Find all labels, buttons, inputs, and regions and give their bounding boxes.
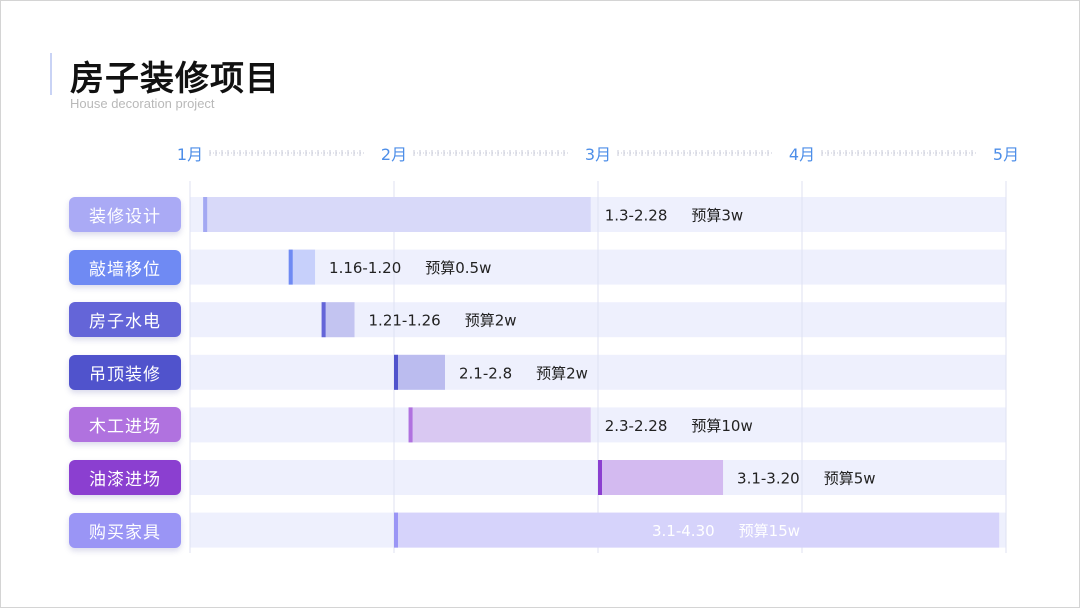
- task-bar: [394, 512, 1000, 548]
- task-date-label: 1.3-2.28: [605, 207, 668, 225]
- task-name-label: 敲墙移位: [69, 249, 181, 285]
- task-bar: [288, 249, 316, 285]
- page-subtitle: House decoration project: [70, 96, 215, 111]
- task-name-label: 吊顶装修: [69, 354, 181, 390]
- x-axis-tick-label: 3月: [585, 145, 611, 164]
- task-start-marker: [394, 512, 398, 548]
- task-date-label: 2.3-2.28: [605, 417, 668, 435]
- x-axis-tick-label: 1月: [177, 145, 203, 164]
- task-name-label: 装修设计: [69, 197, 181, 232]
- task-budget-label: 预算3w: [691, 207, 743, 225]
- task-date-label: 3.1-4.30: [652, 522, 715, 540]
- x-axis-tick-label: 4月: [789, 145, 815, 164]
- task-name-label: 木工进场: [69, 407, 181, 443]
- x-axis-tick-label: 5月: [993, 145, 1019, 164]
- task-start-marker: [203, 197, 208, 232]
- task-budget-label: 预算0.5w: [425, 259, 491, 277]
- x-axis-tick-label: 2月: [381, 145, 407, 164]
- task-name-label: 房子水电: [69, 302, 181, 338]
- task-bar: [321, 302, 355, 338]
- task-date-label: 1.16-1.20: [329, 259, 401, 277]
- task-start-marker: [598, 460, 602, 495]
- task-budget-label: 预算2w: [465, 312, 517, 330]
- task-date-label: 3.1-3.20: [737, 470, 800, 488]
- task-budget-label: 预算2w: [536, 364, 588, 382]
- task-bar: [408, 407, 591, 443]
- task-bar: [598, 460, 724, 495]
- task-bar: [203, 197, 591, 232]
- page-title: 房子装修项目: [70, 59, 280, 99]
- task-bar: [394, 354, 445, 390]
- task-budget-label: 预算5w: [824, 470, 876, 488]
- task-name-label: 购买家具: [69, 512, 181, 548]
- task-start-marker: [394, 354, 398, 390]
- task-date-label: 1.21-1.26: [369, 312, 441, 330]
- title-accent-line: [50, 53, 52, 95]
- task-start-marker: [288, 249, 293, 285]
- task-budget-label: 预算10w: [691, 417, 752, 435]
- task-date-label: 2.1-2.8: [459, 364, 512, 382]
- task-start-marker: [321, 302, 326, 338]
- task-name-label: 油漆进场: [69, 460, 181, 495]
- task-budget-label: 预算15w: [739, 522, 800, 540]
- task-start-marker: [408, 407, 413, 443]
